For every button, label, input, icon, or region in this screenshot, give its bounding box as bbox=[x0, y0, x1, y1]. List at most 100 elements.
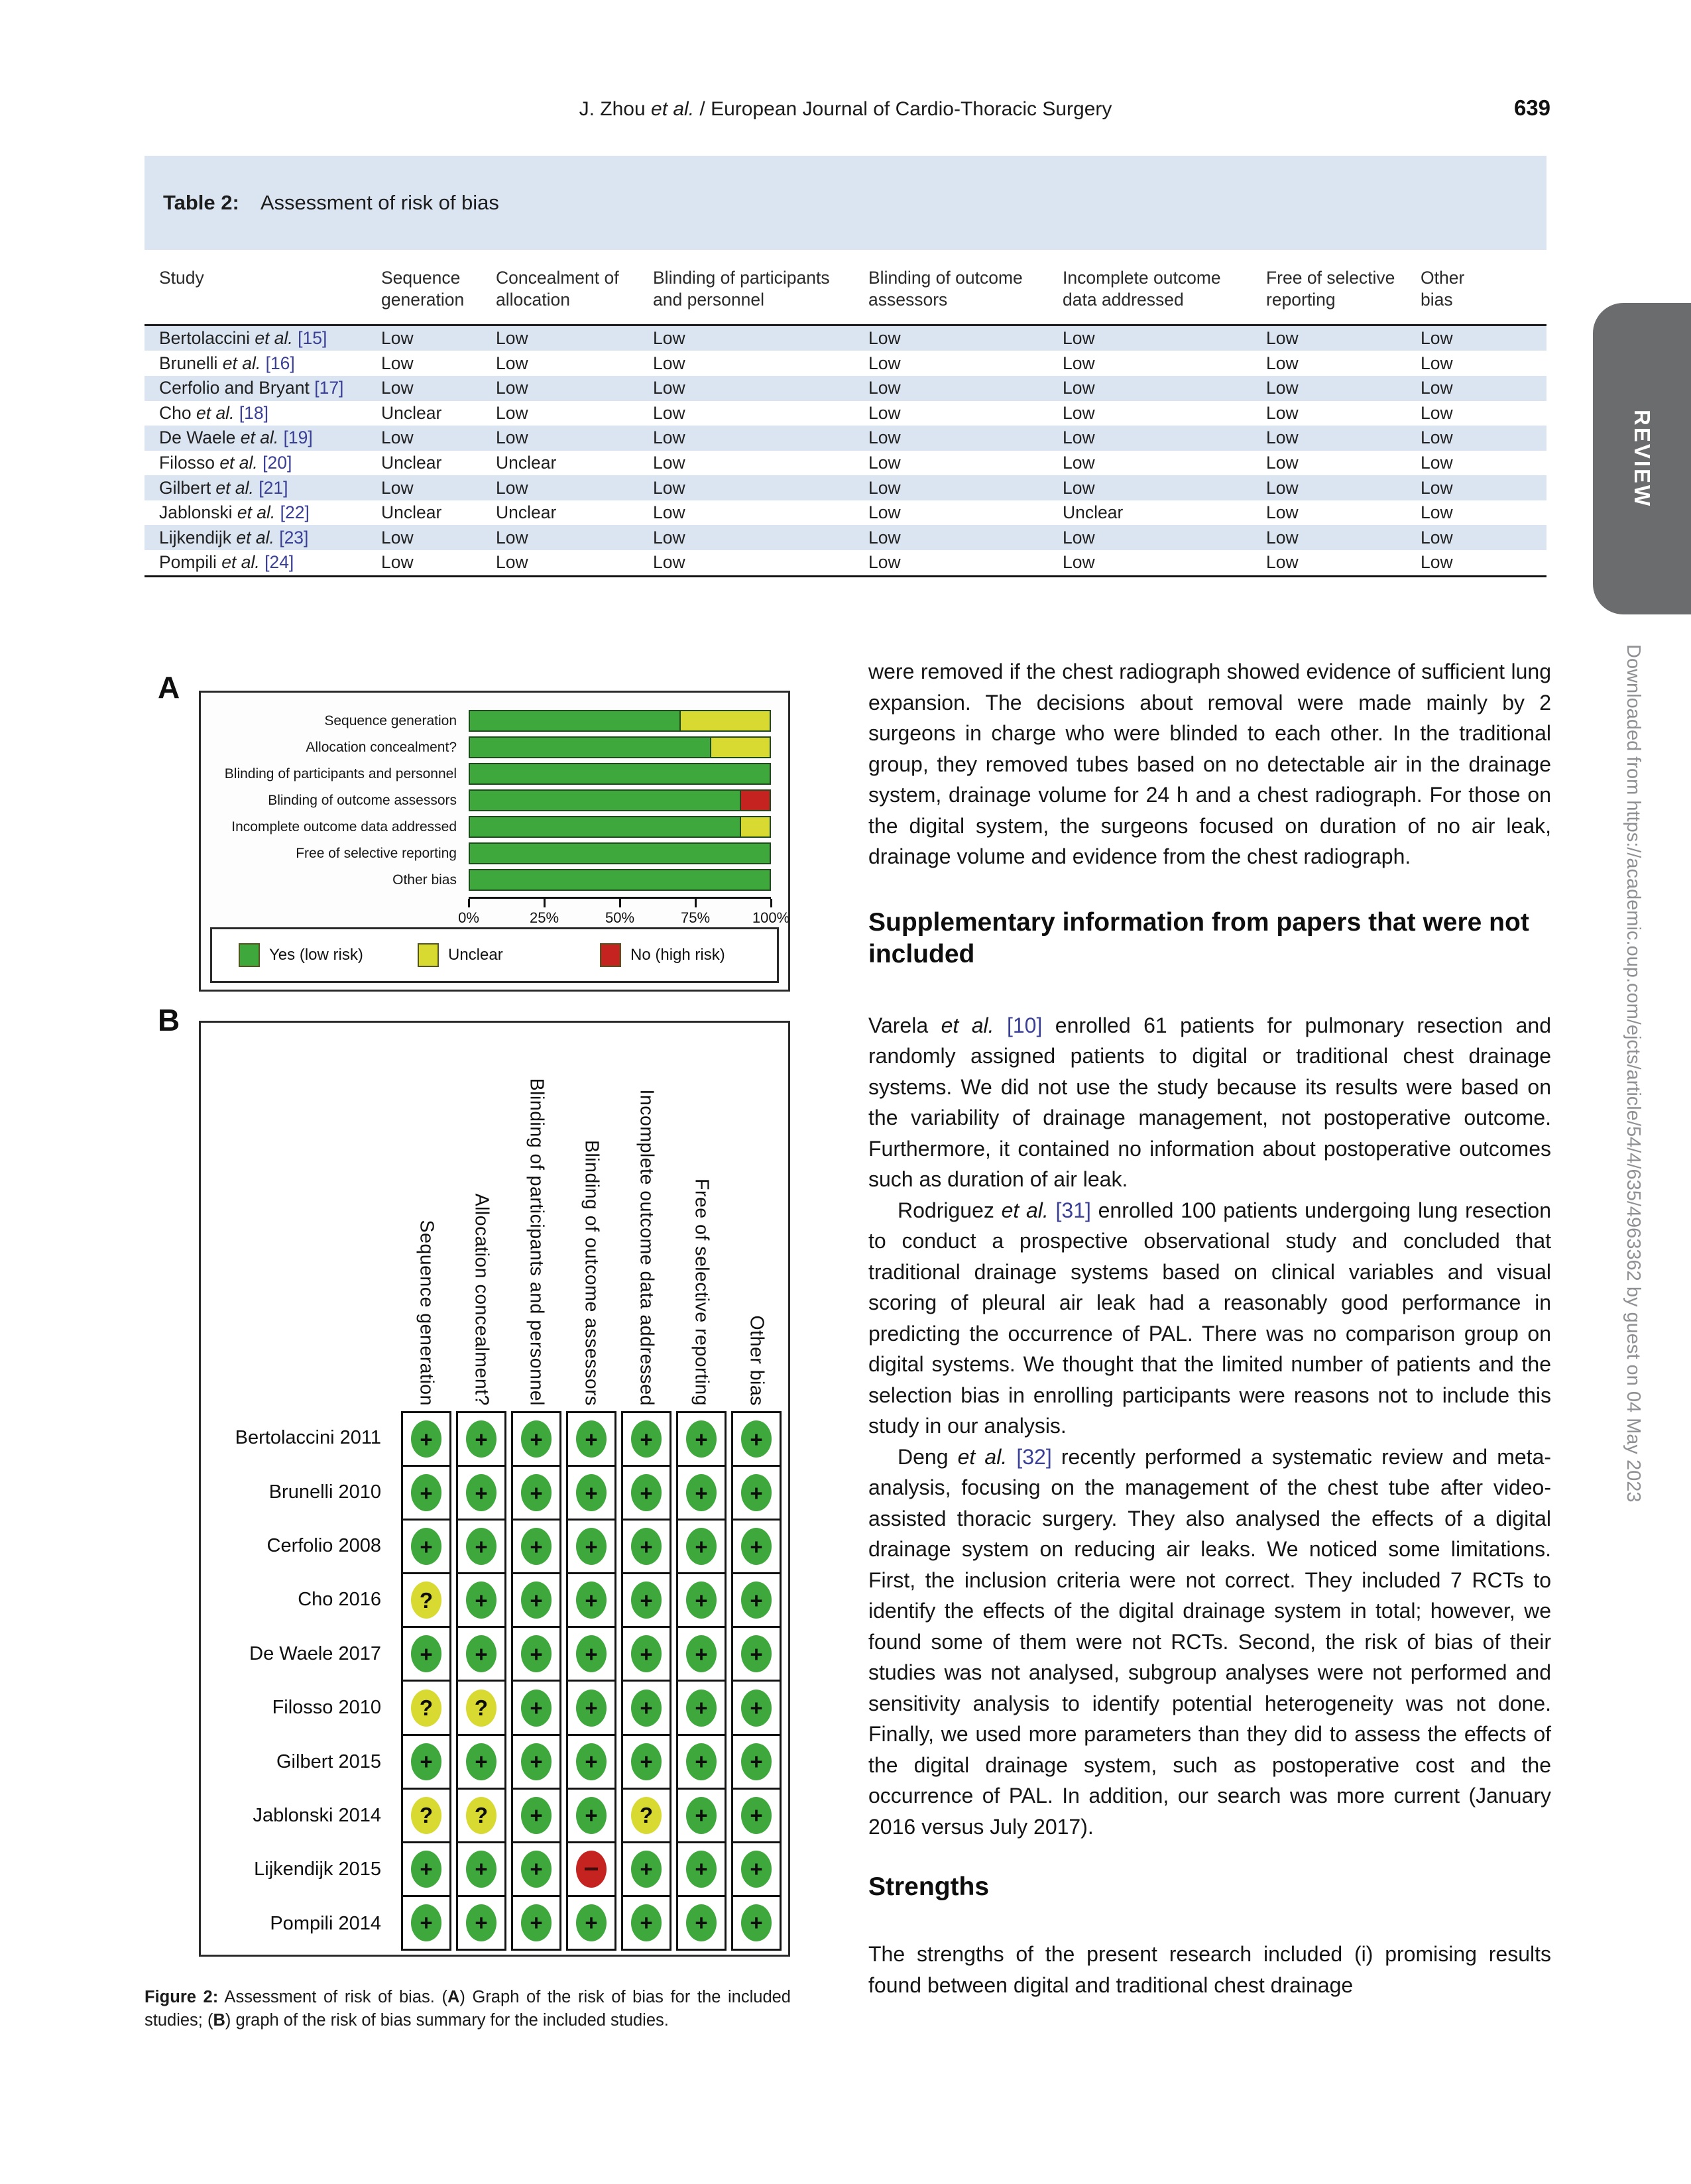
rob-column-strip: + + + + + + + + + + bbox=[676, 1411, 727, 1951]
rob-cell: + bbox=[403, 1413, 449, 1465]
table2-value-cell: Unclear bbox=[381, 502, 442, 523]
table2-value-cell: Low bbox=[381, 328, 414, 349]
stacked-bar bbox=[469, 816, 771, 838]
stacked-bar bbox=[469, 789, 771, 811]
rob-cell: + bbox=[513, 1519, 559, 1572]
citation-ref[interactable]: [10] bbox=[1006, 1013, 1043, 1037]
citation-ref[interactable]: [18] bbox=[239, 402, 269, 423]
rob-cell: ? bbox=[458, 1680, 504, 1733]
running-header: J. Zhou et al. / European Journal of Car… bbox=[0, 98, 1691, 121]
table2-value-cell: Low bbox=[1063, 353, 1095, 373]
citation-ref[interactable]: [17] bbox=[314, 378, 344, 398]
rob-judgement-low-icon: + bbox=[741, 1474, 772, 1512]
bar-row: Blinding of participants and personnel bbox=[201, 763, 788, 785]
table2-panel: Table 2: Assessment of risk of bias Stud… bbox=[145, 156, 1546, 577]
rob-column-strip: + + + + + + + + + + bbox=[731, 1411, 782, 1951]
italic-text: et al. bbox=[255, 328, 293, 349]
body-paragraph: Varela et al. [10] enrolled 61 patients … bbox=[868, 1013, 1552, 1192]
citation-ref[interactable]: [24] bbox=[264, 552, 294, 573]
citation-ref[interactable]: [16] bbox=[265, 353, 295, 373]
rob-row-label: Cho 2016 bbox=[298, 1589, 381, 1611]
rob-row-label: Bertolaccini 2011 bbox=[235, 1427, 381, 1449]
legend-label: Yes (low risk) bbox=[269, 946, 363, 964]
rob-cell: + bbox=[678, 1787, 725, 1841]
table2-title: Assessment of risk of bias bbox=[260, 191, 499, 214]
rob-cell: + bbox=[458, 1413, 504, 1465]
stacked-bar bbox=[469, 842, 771, 864]
italic-text: et al. bbox=[957, 1444, 1008, 1469]
table2-study-cell: Jablonski et al. [22] bbox=[159, 502, 310, 523]
legend-item: No (high risk) bbox=[600, 929, 725, 981]
rob-judgement-low-icon: + bbox=[741, 1850, 772, 1888]
rob-cell: + bbox=[623, 1733, 670, 1788]
axis-tick bbox=[770, 899, 772, 907]
rob-judgement-unclear-icon: ? bbox=[466, 1796, 496, 1834]
stacked-bar bbox=[469, 710, 771, 732]
bar-segment-yes--low-risk- bbox=[470, 764, 770, 783]
rob-judgement-low-icon: + bbox=[466, 1528, 496, 1566]
table2-value-cell: Low bbox=[496, 378, 528, 398]
rob-col-header: Free of selective reporting bbox=[691, 1178, 713, 1406]
table2-body: Bertolaccini et al. [15] Low Low Low Low Low L… bbox=[145, 325, 1546, 577]
italic-text: et al. bbox=[196, 402, 235, 423]
table2-value-cell: Low bbox=[653, 452, 685, 473]
citation-ref[interactable]: [32] bbox=[1016, 1444, 1052, 1469]
rob-judgement-low-icon: + bbox=[686, 1904, 717, 1941]
table2-value-cell: Low bbox=[381, 428, 414, 448]
citation-ref[interactable]: [31] bbox=[1055, 1198, 1091, 1222]
rob-cell: + bbox=[458, 1572, 504, 1626]
citation-ref[interactable]: [23] bbox=[279, 527, 309, 547]
citation-ref[interactable]: [15] bbox=[298, 328, 327, 349]
table2-value-cell: Low bbox=[1063, 527, 1095, 547]
citation-ref[interactable]: [21] bbox=[259, 477, 288, 498]
rob-cell: + bbox=[513, 1626, 559, 1680]
table2-row: Cho et al. [18] Unclear Low Low Low Low Low Low bbox=[145, 401, 1546, 426]
citation-ref[interactable]: [19] bbox=[283, 428, 313, 448]
legend-item: Yes (low risk) bbox=[239, 929, 363, 981]
rob-judgement-low-icon: + bbox=[741, 1904, 772, 1941]
table2-row: Filosso et al. [20] Unclear Unclear Low Low L… bbox=[145, 451, 1546, 476]
legend-swatch-no--high-risk- bbox=[600, 943, 621, 967]
table2-row: De Waele et al. [19] Low Low Low Low Low Low Lo… bbox=[145, 426, 1546, 451]
table2-value-cell: Unclear bbox=[496, 452, 557, 473]
rob-cell: + bbox=[623, 1894, 670, 1949]
bar-category-label: Other bias bbox=[392, 872, 457, 888]
rob-judgement-low-icon: + bbox=[686, 1635, 717, 1673]
citation-ref[interactable]: [20] bbox=[262, 452, 292, 473]
rob-cell: + bbox=[403, 1894, 449, 1949]
italic-text: et al. bbox=[222, 353, 261, 373]
rob-cell: + bbox=[403, 1519, 449, 1572]
rob-cell: + bbox=[678, 1733, 725, 1788]
rob-cell: ? bbox=[458, 1787, 504, 1841]
table2-row: Bertolaccini et al. [15] Low Low Low Low Low L… bbox=[145, 325, 1546, 351]
rob-judgement-high-icon: − bbox=[576, 1850, 607, 1888]
table2-value-cell: Low bbox=[381, 353, 414, 373]
table2-study-cell: Lijkendijk et al. [23] bbox=[159, 527, 309, 547]
table2-study-cell: Bertolaccini et al. [15] bbox=[159, 328, 327, 349]
rob-cell: + bbox=[678, 1894, 725, 1949]
table2-value-cell: Low bbox=[1063, 552, 1095, 573]
rob-cell: + bbox=[568, 1680, 614, 1733]
italic-text: et al. bbox=[215, 477, 254, 498]
rob-judgement-low-icon: + bbox=[521, 1420, 552, 1458]
running-header-etal: et al. bbox=[651, 98, 695, 120]
rob-judgement-low-icon: + bbox=[686, 1528, 717, 1566]
rob-cell: + bbox=[403, 1733, 449, 1788]
table2-value-cell: Low bbox=[496, 328, 528, 349]
rob-judgement-low-icon: + bbox=[631, 1904, 662, 1941]
italic-text: et al. bbox=[240, 428, 279, 448]
citation-ref[interactable]: [22] bbox=[280, 502, 310, 523]
italic-text: et al. bbox=[219, 452, 258, 473]
rob-row-label: Jablonski 2014 bbox=[253, 1804, 381, 1826]
rob-judgement-low-icon: + bbox=[521, 1474, 552, 1512]
bar-row: Sequence generation bbox=[201, 710, 788, 732]
rob-judgement-low-icon: + bbox=[411, 1904, 441, 1941]
rob-cell: + bbox=[733, 1787, 780, 1841]
rob-cell: + bbox=[458, 1894, 504, 1949]
table2-value-cell: Low bbox=[653, 527, 685, 547]
body-paragraph: were removed if the chest radiograph sho… bbox=[868, 660, 1551, 868]
rob-cell: + bbox=[623, 1465, 670, 1519]
rob-judgement-low-icon: + bbox=[411, 1743, 441, 1780]
risk-of-bias-graph: Sequence generation Allocation concealmen… bbox=[199, 691, 790, 992]
axis-tick bbox=[618, 899, 621, 907]
